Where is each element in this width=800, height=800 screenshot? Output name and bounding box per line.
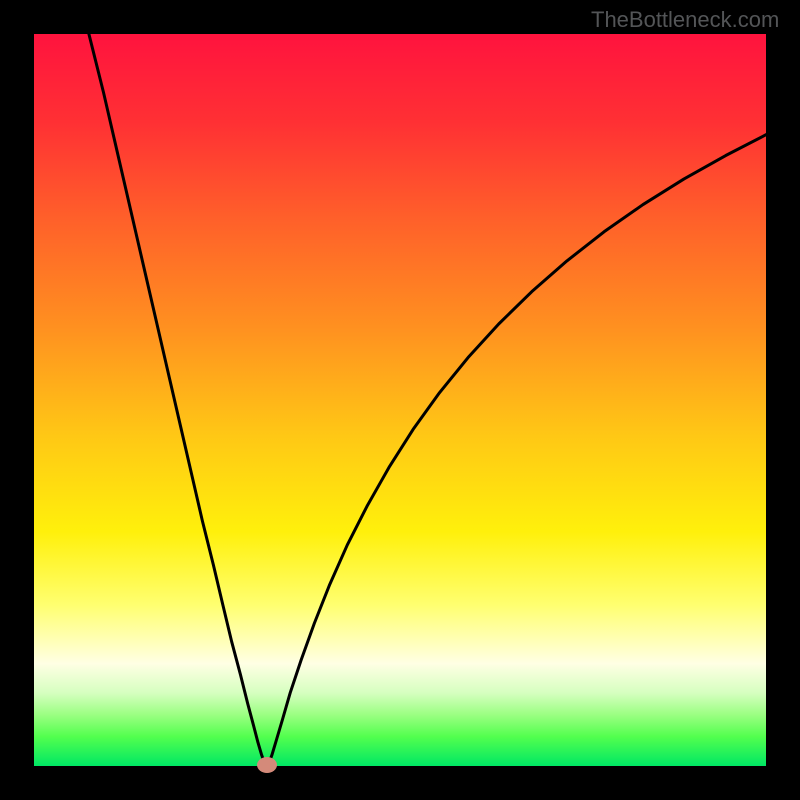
site-watermark: TheBottleneck.com <box>591 7 779 33</box>
chart-frame: TheBottleneck.com <box>0 0 800 800</box>
bottleneck-curve <box>34 34 766 766</box>
optimum-point-marker <box>257 757 277 773</box>
